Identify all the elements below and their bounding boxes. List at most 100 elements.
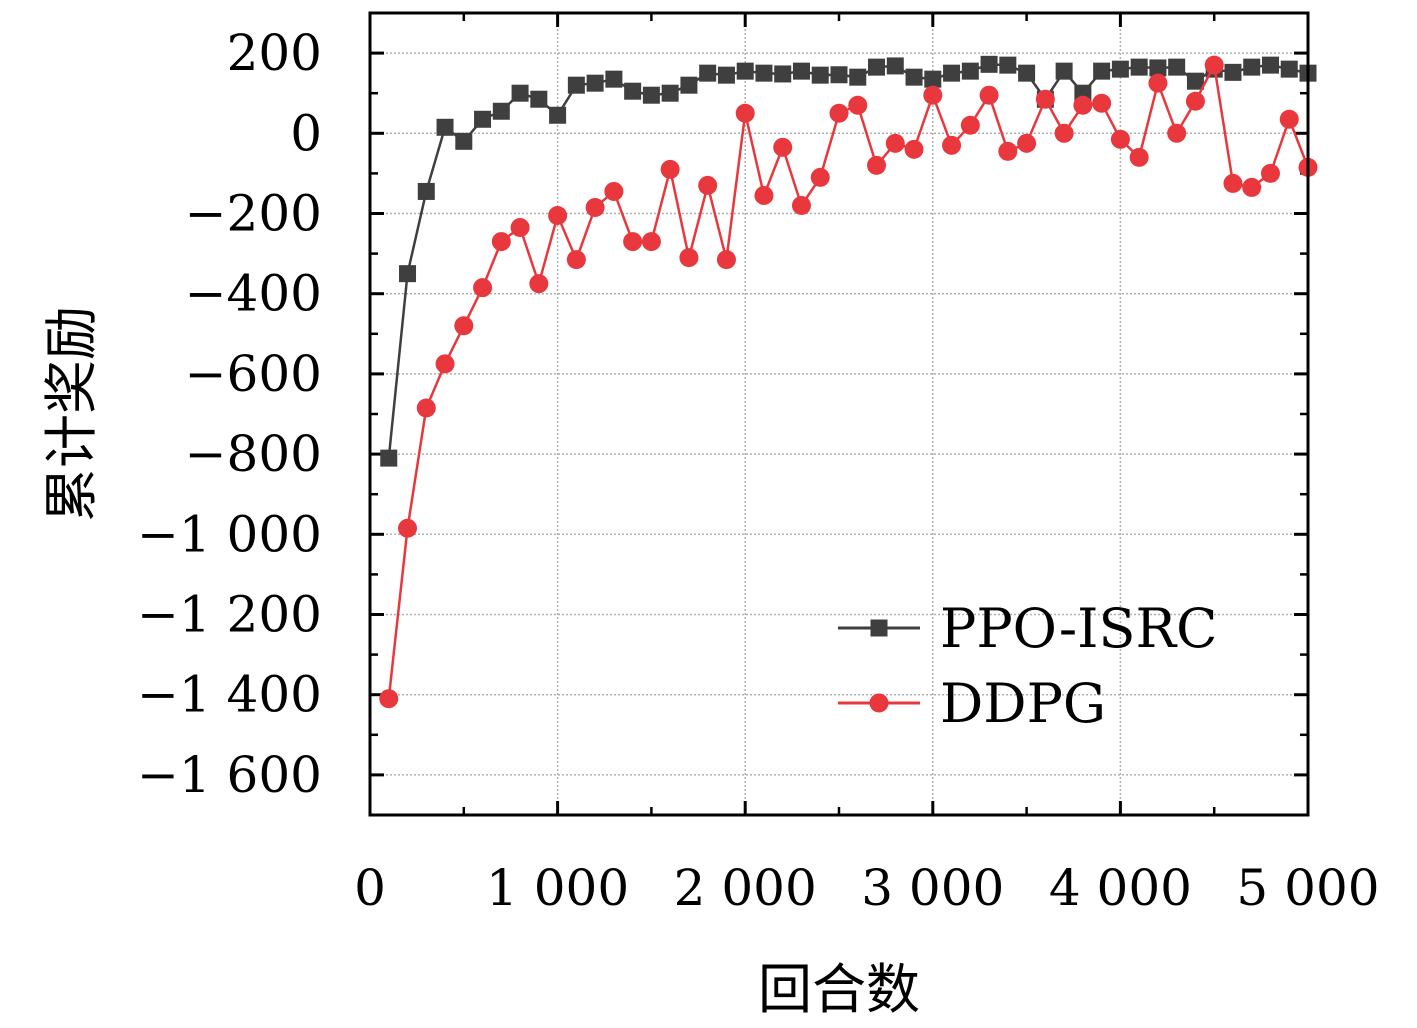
data-point <box>416 398 436 418</box>
data-point <box>1242 177 1262 197</box>
y-tick-label: 200 <box>227 24 322 82</box>
y-tick-label: −1 400 <box>137 666 322 724</box>
data-point <box>642 86 660 104</box>
data-point <box>736 62 754 80</box>
y-tick-label: −1 000 <box>137 505 322 563</box>
data-point <box>699 64 717 82</box>
data-point <box>491 232 511 252</box>
data-point <box>661 84 679 102</box>
data-point <box>1168 58 1186 76</box>
data-point <box>1186 72 1204 90</box>
data-point <box>1167 123 1187 143</box>
legend: PPO-ISRC DDPG <box>838 597 1217 735</box>
data-point <box>774 65 792 83</box>
data-point <box>1204 55 1224 75</box>
x-axis-title: 回合数 <box>758 958 920 1021</box>
data-point <box>660 159 680 179</box>
data-point <box>998 141 1018 161</box>
y-tick-label: −800 <box>185 425 322 483</box>
data-point <box>792 62 810 80</box>
data-point <box>867 155 887 175</box>
data-point <box>474 110 492 128</box>
data-point <box>1148 73 1168 93</box>
data-point <box>530 90 548 108</box>
data-point <box>754 185 774 205</box>
data-point <box>511 84 529 102</box>
series-line <box>387 61 1310 699</box>
data-point <box>904 139 924 159</box>
data-point <box>923 85 943 105</box>
data-point <box>492 102 510 120</box>
data-point <box>1073 95 1093 115</box>
data-point <box>829 103 849 123</box>
y-tick-label: −1 200 <box>137 586 322 644</box>
data-point <box>398 518 418 538</box>
data-point <box>529 274 549 294</box>
data-point <box>999 56 1017 74</box>
data-point <box>1035 89 1055 109</box>
data-point <box>717 66 735 84</box>
data-point <box>735 103 755 123</box>
grid-lines <box>370 13 1308 815</box>
legend-marker-ppo-isrc <box>870 619 888 637</box>
data-point <box>942 135 962 155</box>
data-point <box>623 232 643 252</box>
data-point <box>454 316 474 336</box>
data-point <box>417 182 435 200</box>
data-point <box>1018 64 1036 82</box>
x-tick-label: 0 <box>354 859 386 917</box>
data-point <box>1110 129 1130 149</box>
data-point <box>1130 58 1148 76</box>
data-point <box>605 70 623 88</box>
data-point <box>436 118 454 136</box>
series-line <box>387 63 1309 459</box>
data-point <box>924 70 942 88</box>
data-point <box>886 57 904 75</box>
data-point <box>811 66 829 84</box>
data-point <box>510 218 530 238</box>
data-point <box>435 354 455 374</box>
data-point <box>586 74 604 92</box>
y-tick-label: −1 600 <box>137 746 322 804</box>
data-point <box>791 195 811 215</box>
data-point <box>1017 133 1037 153</box>
data-point <box>885 133 905 153</box>
data-point <box>755 64 773 82</box>
data-point <box>960 115 980 135</box>
data-point <box>1185 91 1205 111</box>
data-point <box>1243 58 1261 76</box>
x-tick-label: 5 000 <box>1236 859 1379 917</box>
data-point <box>680 76 698 94</box>
data-point <box>961 62 979 80</box>
data-point <box>566 250 586 270</box>
data-point <box>810 167 830 187</box>
data-point <box>380 449 398 467</box>
data-point <box>567 76 585 94</box>
data-point <box>549 106 567 124</box>
y-tick-label: 0 <box>290 104 322 162</box>
data-point <box>1149 59 1167 77</box>
plot-frame <box>368 11 1310 817</box>
data-point <box>1280 60 1298 78</box>
legend-marker-ddpg <box>869 693 889 713</box>
y-tick-label: −600 <box>185 345 322 403</box>
x-tick-label: 3 000 <box>861 859 1004 917</box>
x-tick-label: 1 000 <box>486 859 629 917</box>
data-point <box>1055 62 1073 80</box>
data-point <box>548 206 568 226</box>
data-point <box>848 95 868 115</box>
x-tick-labels: 0 1 000 2 000 3 000 4 000 5 000 <box>354 859 1379 917</box>
data-point <box>1111 60 1129 78</box>
data-point <box>1093 62 1111 80</box>
data-point <box>1261 56 1279 74</box>
data-point <box>585 197 605 217</box>
data-point <box>455 132 473 150</box>
data-point <box>868 58 886 76</box>
series-layer <box>379 55 1318 709</box>
data-point <box>830 66 848 84</box>
data-point <box>1054 123 1074 143</box>
data-point <box>905 68 923 86</box>
data-point <box>1223 173 1243 193</box>
data-point <box>679 248 699 268</box>
